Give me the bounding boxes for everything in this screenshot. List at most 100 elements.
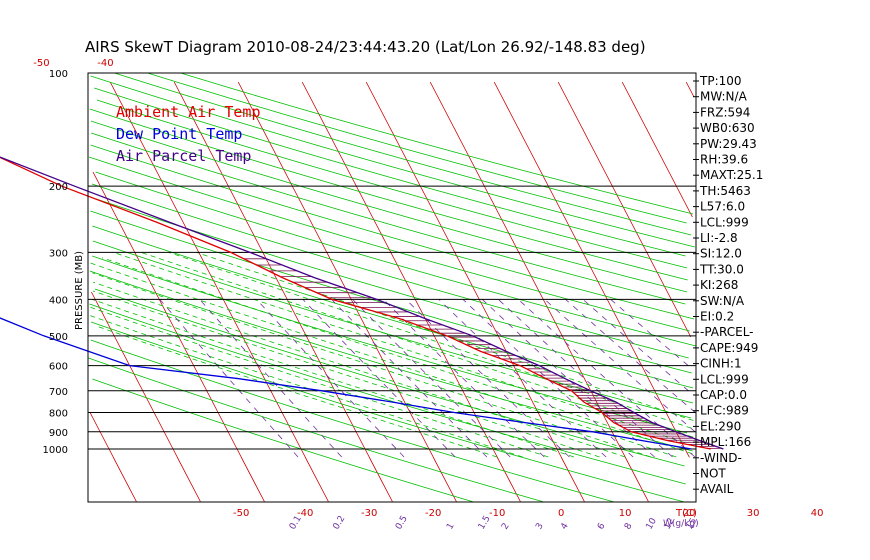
isotherm-line bbox=[92, 171, 265, 503]
index-label: TH:5463 bbox=[699, 184, 751, 198]
series-line bbox=[0, 317, 692, 450]
index-label: NOT bbox=[700, 467, 726, 481]
mixing-ratio-tick-label: 15 bbox=[685, 517, 699, 532]
index-label: -PARCEL- bbox=[700, 325, 754, 339]
mixing-ratio-line bbox=[462, 299, 634, 458]
dry-adiabat-line bbox=[94, 288, 685, 467]
mixing-ratio-line bbox=[302, 299, 456, 458]
dry-adiabat-line bbox=[90, 144, 695, 320]
index-label: CAP:0.0 bbox=[700, 388, 747, 402]
index-label: KI:268 bbox=[700, 278, 738, 292]
mixing-ratio-line bbox=[582, 299, 689, 392]
legend: Ambient Air Temp Dew Point Temp Air Parcel… bbox=[116, 103, 261, 165]
index-label: -WIND- bbox=[700, 451, 742, 465]
mixing-ratio-tick-label: 0.2 bbox=[332, 514, 348, 531]
bottom-temperature-tick-label: -20 bbox=[425, 508, 441, 519]
isotherm-line bbox=[429, 81, 649, 503]
plot-frame bbox=[87, 72, 697, 503]
dry-adiabats bbox=[88, 72, 696, 503]
mixing-ratio-line bbox=[610, 299, 689, 366]
dry-adiabat-line bbox=[89, 108, 688, 281]
dry-adiabat-line bbox=[180, 72, 694, 215]
isotherm-line bbox=[685, 81, 695, 98]
moist-adiabat-line bbox=[88, 314, 523, 458]
dry-adiabat-line bbox=[94, 87, 686, 257]
bottom-temperature-tick-label: 40 bbox=[811, 508, 824, 519]
isotherm-line bbox=[89, 411, 137, 503]
bottom-temperature-tick-label: 30 bbox=[747, 508, 760, 519]
index-label: CAPE:949 bbox=[700, 341, 758, 355]
index-label: MAXT:25.1 bbox=[700, 168, 763, 182]
index-label: CINH:1 bbox=[700, 357, 742, 371]
mixing-ratio-tick-label: 6 bbox=[596, 521, 608, 531]
pressure-tick-label: 1000 bbox=[43, 445, 68, 456]
mixing-ratio-tick-label: 8 bbox=[623, 521, 635, 531]
index-label: TP:100 bbox=[699, 74, 742, 88]
moist-adiabat-line bbox=[91, 299, 575, 458]
dry-adiabat-line bbox=[92, 378, 474, 503]
mixing-ratio-line bbox=[256, 299, 405, 458]
mixing-ratio-tick-label: 0.5 bbox=[394, 514, 410, 531]
bottom-temperature-tick-label: 0 bbox=[558, 508, 564, 519]
mixing-ratio-tick-label: 2 bbox=[500, 522, 512, 532]
isotherm-line bbox=[173, 81, 393, 503]
pressure-tick-label: 200 bbox=[49, 182, 68, 193]
mixing-ratio-line bbox=[331, 299, 488, 458]
index-label: LCL:999 bbox=[700, 215, 749, 229]
index-label: SW:N/A bbox=[700, 294, 745, 308]
moist-adiabat-line bbox=[113, 252, 694, 447]
mixing-ratio-tick-label: 3 bbox=[534, 522, 546, 532]
index-label: RH:39.6 bbox=[700, 153, 748, 167]
dry-adiabat-line bbox=[147, 72, 687, 224]
index-label: L57:6.0 bbox=[700, 200, 745, 214]
moist-adiabat-line bbox=[168, 252, 692, 429]
index-label: FRZ:594 bbox=[700, 105, 750, 119]
mixing-ratio-tick-label: 12 bbox=[663, 517, 677, 532]
moist-adiabat-line bbox=[90, 306, 549, 458]
moist-adiabats bbox=[88, 252, 694, 458]
dry-adiabat-line bbox=[90, 120, 688, 293]
dry-adiabat-line bbox=[88, 357, 545, 503]
moist-adiabat-line bbox=[196, 252, 694, 421]
top-temperature-tick-labels: -120-110-100-90-80-70-60-50-40 bbox=[33, 58, 113, 69]
pressure-tick-labels: 100 200 300 400 500 600 700 800 900 1000 bbox=[43, 69, 68, 456]
index-label: AVAIL bbox=[700, 482, 734, 496]
mixing-ratio-line bbox=[438, 299, 607, 458]
pressure-tick-label: 900 bbox=[49, 428, 68, 439]
y-axis-label: PRESSURE (MB) bbox=[74, 251, 85, 330]
pressure-tick-label: 800 bbox=[49, 409, 68, 420]
mixing-ratio-line bbox=[405, 299, 570, 458]
legend-entry: Ambient Air Temp bbox=[116, 103, 261, 121]
dry-adiabat-line bbox=[91, 183, 689, 359]
mixing-ratio-line bbox=[544, 299, 696, 433]
index-label: PW:29.43 bbox=[700, 137, 757, 151]
index-label: WB0:630 bbox=[700, 121, 755, 135]
mixing-ratio-tick-label: 4 bbox=[559, 521, 571, 531]
isotherm-line bbox=[557, 81, 692, 338]
bottom-temperature-tick-labels: -50 -40 -30 -20 -10 0 10 20 30 40 bbox=[233, 508, 824, 519]
dry-adiabat-line bbox=[92, 255, 688, 434]
cape-hatching bbox=[230, 251, 722, 449]
dry-adiabat-line bbox=[89, 270, 693, 452]
dry-adiabat-line bbox=[92, 240, 692, 419]
mixing-ratio-tick-label: 1 bbox=[445, 522, 457, 532]
isotherm-line bbox=[365, 81, 585, 503]
bottom-temperature-tick-label: -30 bbox=[361, 508, 377, 519]
bottom-temperature-tick-label: 20 bbox=[683, 508, 696, 519]
top-temperature-tick-label: -40 bbox=[97, 58, 113, 69]
mixing-ratio-line bbox=[498, 299, 673, 458]
isotherm-line bbox=[109, 81, 329, 503]
moist-adiabat-line bbox=[95, 325, 498, 458]
mixing-ratio-line bbox=[199, 299, 342, 458]
dry-adiabat-line bbox=[92, 225, 694, 404]
isotherm-line bbox=[621, 81, 693, 218]
bottom-temperature-tick-label: -10 bbox=[489, 508, 505, 519]
index-label: EL:290 bbox=[700, 419, 741, 433]
mixing-ratio-line bbox=[352, 299, 511, 458]
legend-entry: Air Parcel Temp bbox=[116, 147, 251, 165]
dry-adiabat-line bbox=[95, 171, 696, 347]
mixing-ratio-line bbox=[383, 299, 545, 458]
legend-entry: Dew Point Temp bbox=[116, 125, 242, 143]
